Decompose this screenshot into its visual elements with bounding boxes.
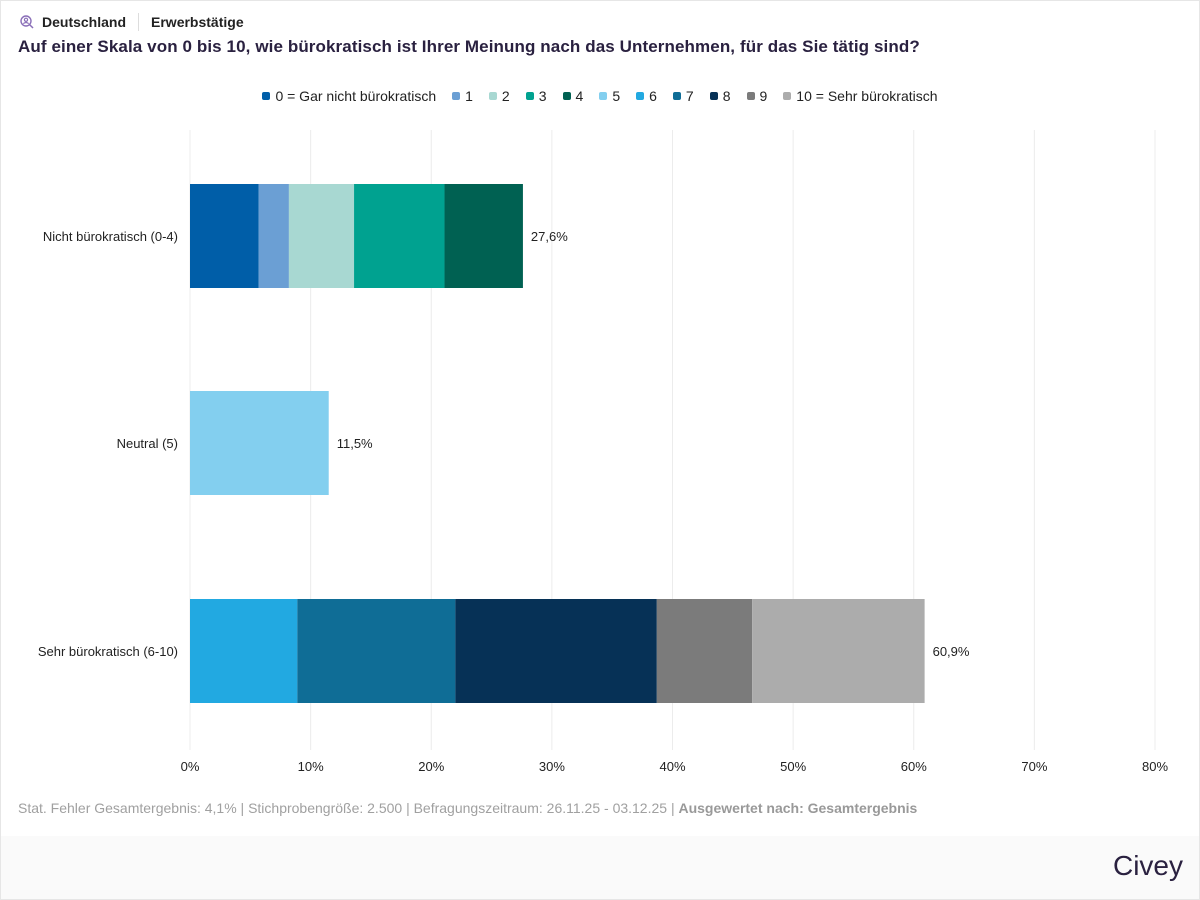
legend-item: 9 (746, 88, 768, 104)
x-tick-label: 40% (659, 759, 685, 774)
bar-segment (444, 184, 523, 288)
legend-label: 10 = Sehr bürokratisch (796, 88, 938, 104)
x-tick-label: 80% (1142, 759, 1168, 774)
bar-segment (354, 184, 445, 288)
legend-swatch (562, 92, 571, 100)
x-tick-label: 50% (780, 759, 806, 774)
footer-bar: Civey (1, 836, 1199, 899)
legend-swatch (672, 92, 681, 100)
legend-item: 10 = Sehr bürokratisch (783, 88, 938, 104)
civey-logo: Civey (1112, 850, 1183, 881)
legend-item: 8 (709, 88, 731, 104)
x-tick-label: 0% (181, 759, 200, 774)
legend-label: 9 (759, 88, 768, 104)
legend-swatch (636, 92, 645, 100)
footer-note: Stat. Fehler Gesamtergebnis: 4,1% | Stic… (18, 800, 917, 816)
legend-label: 4 (575, 88, 584, 104)
legend-item: 2 (488, 88, 510, 104)
legend-label: 8 (722, 88, 731, 104)
legend-label: 7 (685, 88, 694, 104)
bar-segment (190, 391, 329, 495)
legend-swatch (452, 92, 461, 100)
legend-swatch (783, 92, 792, 100)
legend-item: 1 (452, 88, 473, 104)
legend-swatch (709, 92, 718, 100)
category-label: Sehr bürokratisch (6-10) (38, 644, 178, 659)
total-label: 27,6% (531, 229, 568, 244)
total-label: 11,5% (337, 436, 373, 451)
legend-swatch (746, 92, 755, 100)
bar-segment (656, 599, 753, 703)
legend-label: 2 (501, 88, 510, 104)
x-tick-label: 70% (1021, 759, 1047, 774)
x-tick-label: 10% (298, 759, 324, 774)
legend-swatch (525, 92, 534, 100)
bar-segment (752, 599, 925, 703)
legend-label: 5 (612, 88, 621, 104)
bar-segment (288, 184, 355, 288)
legend-item: 6 (636, 88, 657, 104)
filter-meta: Deutschland Erwerbstätige (20, 13, 244, 31)
divider (138, 13, 140, 31)
x-tick-label: 20% (418, 759, 444, 774)
chart-title: Auf einer Skala von 0 bis 10, wie bürokr… (18, 37, 920, 56)
legend-item: 4 (562, 88, 584, 104)
x-tick-label: 30% (539, 759, 565, 774)
bar-segment (297, 599, 456, 703)
chart-plot: 0% 10% 20% 30% 40% 50% 60% 70% 80% Nicht bürokrat… (38, 130, 1168, 774)
legend-swatch (488, 92, 497, 100)
bar-segment (190, 599, 298, 703)
legend-item: 7 (672, 88, 694, 104)
legend-swatch (262, 92, 271, 100)
legend-swatch (599, 92, 608, 100)
category-label: Neutral (5) (117, 436, 178, 451)
country-label: Deutschland (42, 14, 127, 30)
legend-label: 0 = Gar nicht bürokratisch (275, 88, 437, 104)
category-label: Nicht bürokratisch (0-4) (43, 229, 178, 244)
x-tick-label: 60% (901, 759, 927, 774)
legend-label: 3 (538, 88, 547, 104)
legend-label: 1 (465, 88, 473, 104)
bar-segment (258, 184, 289, 288)
bar-segment (455, 599, 657, 703)
chart-legend: 0 = Gar nicht bürokratisch 1 2 3 4 5 6 7 8 9 10 = … (0, 88, 1200, 104)
legend-label: 6 (649, 88, 657, 104)
legend-item: 5 (599, 88, 620, 104)
footer-note-bold: Ausgewertet nach: Gesamtergebnis (678, 800, 918, 816)
total-label: 60,9% (933, 644, 970, 659)
legend-item: 3 (525, 88, 547, 104)
bar-segment (190, 184, 259, 288)
footer-note-text: Stat. Fehler Gesamtergebnis: 4,1% | Stic… (18, 800, 679, 816)
search-user-icon (20, 15, 34, 29)
legend-item: 0 = Gar nicht bürokratisch (262, 88, 436, 104)
population-label: Erwerbstätige (151, 14, 244, 30)
